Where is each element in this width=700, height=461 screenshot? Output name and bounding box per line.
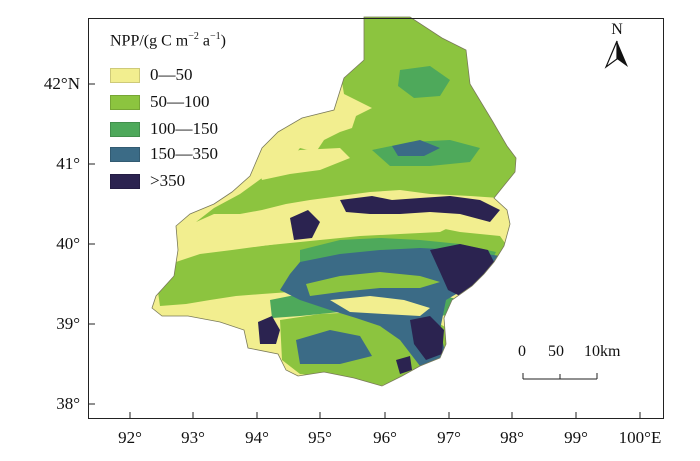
longitude-label-94: 94° (245, 428, 269, 447)
legend-item-0-50: 0—50 (110, 63, 193, 87)
npp-class-over-350 (290, 210, 320, 240)
npp-class-150-350 (392, 140, 440, 156)
longitude-label-95: 95° (308, 428, 332, 447)
legend-item-50-100: 50—100 (110, 90, 210, 114)
map-frame (88, 18, 664, 419)
npp-class-0-50-stripe (330, 296, 430, 316)
npp-class-0-50-patch (196, 212, 460, 252)
npp-class-over-350 (410, 316, 444, 360)
legend-label: 150—350 (150, 144, 218, 163)
legend-item-100-150: 100—150 (110, 117, 218, 141)
npp-class-over-350 (340, 196, 500, 222)
scale-label-50: 50 (548, 343, 564, 360)
legend-swatch (110, 173, 140, 189)
legend-label: 50—100 (150, 92, 210, 111)
longitude-label-97: 97° (437, 428, 461, 447)
north-letter: N (611, 21, 623, 38)
axis-ticks (88, 83, 641, 419)
north-arrow: N (604, 21, 630, 74)
npp-class-over-350 (258, 316, 280, 344)
npp-class-100-150 (398, 66, 450, 98)
legend: NPP/(g C m−2 a−1) 0—50 50—100 100—150 15… (110, 31, 226, 190)
longitude-label-96: 96° (373, 428, 397, 447)
latitude-label-40: 40° (56, 234, 80, 253)
legend-swatch (110, 146, 140, 162)
longitude-label-93: 93° (181, 428, 205, 447)
scale-label-0: 0 (518, 343, 526, 360)
legend-label: 0—50 (150, 65, 193, 84)
latitude-label-42: 42°N (43, 74, 80, 93)
legend-label: >350 (150, 171, 186, 190)
longitude-label-92: 92° (118, 428, 142, 447)
legend-swatch (110, 121, 140, 137)
legend-swatch (110, 94, 140, 110)
npp-class-over-350 (430, 244, 496, 296)
scale-bar (522, 373, 598, 380)
legend-item-150-350: 150—350 (110, 142, 218, 166)
legend-title: NPP/(g C m−2 a−1) (110, 31, 226, 50)
longitude-label-100: 100°E (618, 428, 662, 447)
longitude-label-98: 98° (500, 428, 524, 447)
npp-class-over-350 (396, 356, 412, 374)
latitude-label-41: 41° (56, 154, 80, 173)
latitude-label-38: 38° (56, 394, 80, 413)
legend-label: 100—150 (150, 119, 218, 138)
npp-class-50-100-stripe (306, 272, 440, 296)
latitude-label-39: 39° (56, 314, 80, 333)
legend-swatch (110, 67, 140, 83)
region-outline (151, 16, 517, 387)
legend-item-over-350: >350 (110, 169, 185, 193)
npp-class-150-350 (296, 330, 372, 364)
north-arrow-icon (604, 40, 628, 69)
scale-label-100: 10km (584, 343, 621, 360)
npp-class-0-50-patch (256, 148, 350, 180)
longitude-label-99: 99° (564, 428, 588, 447)
